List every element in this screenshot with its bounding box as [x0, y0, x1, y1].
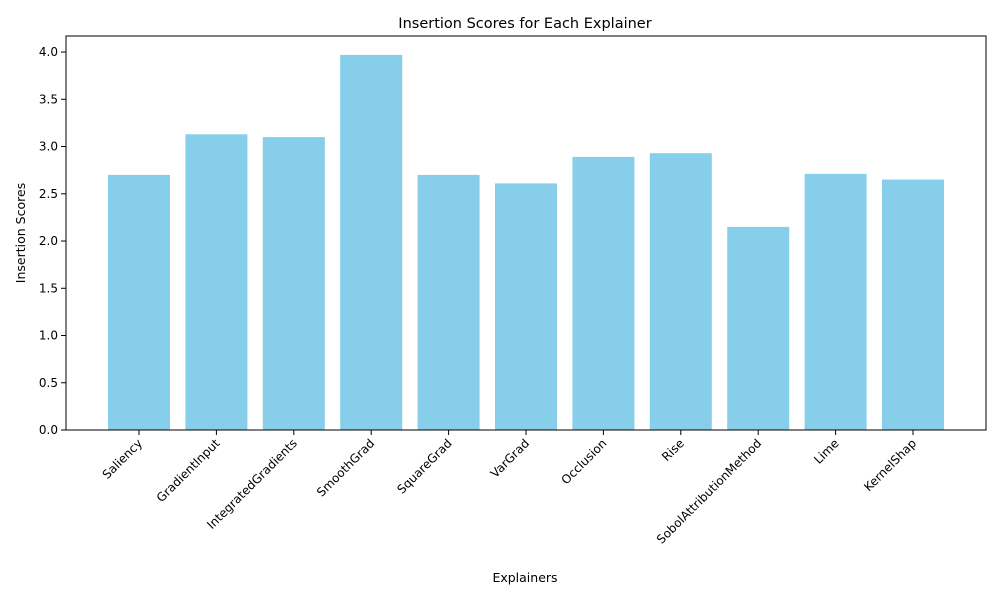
bar-kernelshap [882, 179, 944, 430]
y-tick-label: 4.0 [39, 45, 58, 59]
y-tick-label: 1.0 [39, 329, 58, 343]
bar-gradientinput [185, 134, 248, 431]
x-tick-label: Lime [811, 436, 841, 466]
y-tick-label: 1.5 [39, 281, 58, 295]
bar-occlusion [572, 156, 635, 430]
x-tick-label: Saliency [100, 436, 145, 481]
bar-lime [804, 173, 867, 430]
bar-vargrad [495, 183, 557, 430]
bars-layer [108, 54, 944, 431]
y-tick-label: 0.5 [39, 376, 58, 390]
bar-rise [649, 153, 712, 430]
chart-title: Insertion Scores for Each Explainer [398, 16, 651, 32]
x-tick-label: KernelShap [861, 436, 919, 494]
y-tick-label: 0.0 [39, 423, 58, 437]
y-tick-label: 3.0 [39, 140, 58, 154]
x-tick-label: SquareGrad [394, 436, 454, 496]
bar-smoothgrad [340, 54, 403, 431]
x-tick-label: IntegratedGradients [204, 436, 300, 532]
x-tick-label: GradientInput [154, 436, 223, 505]
x-axis-label: Explainers [492, 570, 557, 585]
y-axis-label: Insertion Scores [13, 183, 28, 283]
y-tick-label: 2.0 [39, 234, 58, 248]
y-tick-label: 2.5 [39, 187, 58, 201]
bar-squaregrad [417, 174, 480, 430]
y-tick-label: 3.5 [39, 92, 58, 106]
plot-frame [65, 35, 987, 431]
x-tick-label: Rise [659, 436, 687, 464]
x-tick-label: SmoothGrad [314, 436, 377, 499]
x-tick-label: VarGrad [488, 436, 532, 480]
y-axis: 0.0 0.5 1.0 1.5 2.0 2.5 3.0 3.5 4.0 [39, 45, 66, 437]
bar-integratedgradients [262, 137, 325, 430]
bar-sobolattributionmethod [727, 226, 790, 430]
x-tick-label: Occlusion [559, 436, 610, 487]
bar-saliency [108, 174, 170, 430]
x-axis: Saliency GradientInputIntegratedGradients… [100, 430, 919, 547]
